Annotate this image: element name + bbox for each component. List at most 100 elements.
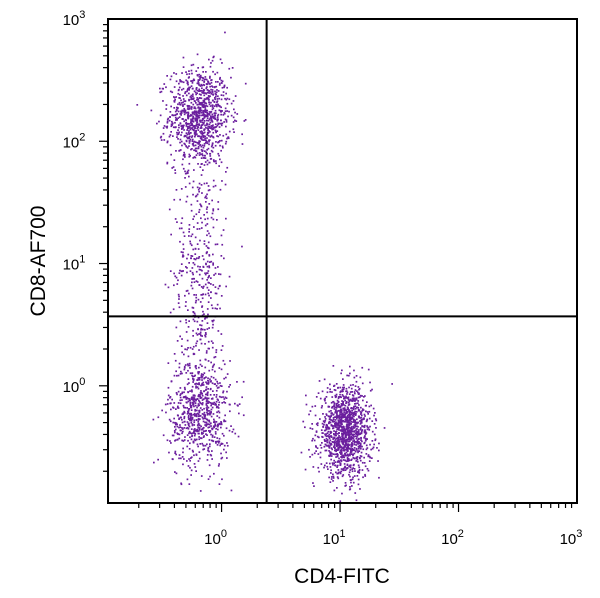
data-point (346, 467, 349, 469)
data-point (351, 391, 353, 393)
data-point (217, 140, 220, 143)
data-point (334, 423, 337, 425)
data-point (214, 425, 216, 427)
data-point (189, 346, 192, 349)
data-point (195, 125, 197, 127)
data-point (174, 421, 176, 424)
data-point (197, 372, 200, 374)
data-point (184, 172, 187, 175)
data-point (340, 417, 343, 420)
x-tick-label: 102 (441, 528, 464, 548)
data-point (356, 436, 358, 438)
data-point (344, 413, 346, 416)
data-point (206, 260, 209, 263)
data-point (361, 408, 364, 410)
data-point (208, 203, 211, 205)
data-point (224, 183, 227, 186)
data-point (344, 459, 346, 462)
data-point (315, 396, 318, 398)
data-point (203, 101, 205, 103)
data-point (190, 96, 193, 99)
data-point (179, 335, 181, 338)
data-point (188, 228, 191, 230)
data-point (212, 218, 215, 221)
data-point (211, 115, 214, 118)
data-point (209, 91, 212, 93)
data-point (206, 152, 208, 155)
data-point (168, 119, 171, 122)
data-point (205, 111, 207, 114)
data-point (196, 398, 199, 400)
data-point (181, 372, 183, 375)
data-point (212, 376, 215, 379)
data-point (356, 422, 358, 425)
data-point (346, 424, 349, 427)
data-point (196, 74, 199, 77)
data-point (182, 447, 184, 450)
data-point (354, 470, 356, 472)
data-point (215, 440, 217, 443)
data-point (212, 136, 214, 138)
data-point (182, 81, 185, 84)
data-point (242, 380, 245, 383)
data-point (223, 86, 225, 89)
data-point (346, 428, 348, 431)
data-point (184, 436, 186, 438)
data-point (211, 458, 213, 460)
data-point (182, 231, 185, 234)
data-point (345, 410, 348, 413)
data-point (366, 411, 369, 413)
data-point (220, 396, 223, 399)
data-point (349, 422, 351, 424)
data-point (339, 413, 341, 416)
data-point (340, 452, 342, 455)
data-point (196, 121, 199, 124)
data-point (347, 408, 350, 411)
data-point (208, 450, 210, 453)
data-point (188, 458, 190, 460)
data-point (224, 420, 227, 423)
data-point (368, 460, 371, 462)
data-point (200, 153, 202, 156)
data-point (354, 392, 356, 395)
data-point (334, 419, 337, 421)
data-point (211, 91, 214, 93)
data-point (218, 386, 220, 389)
data-point (199, 110, 202, 112)
data-point (198, 457, 201, 460)
data-point (362, 448, 365, 451)
data-point (197, 412, 199, 415)
data-point (207, 340, 210, 343)
data-point (364, 433, 367, 435)
data-point (197, 417, 200, 420)
data-point (351, 443, 354, 445)
data-point (174, 439, 177, 441)
data-point (342, 378, 344, 380)
data-point (214, 307, 217, 310)
data-point (348, 386, 350, 389)
data-point (189, 436, 191, 439)
data-point (193, 281, 196, 283)
data-point (344, 399, 346, 402)
data-point (208, 103, 211, 106)
data-point (348, 435, 350, 438)
data-point (192, 402, 195, 405)
data-point (363, 441, 366, 444)
data-point (332, 418, 335, 421)
data-point (342, 436, 344, 439)
data-point (223, 444, 226, 447)
data-point (220, 98, 223, 101)
data-point (346, 419, 349, 421)
x-axis-tick-labels: 100 101 102 103 (204, 528, 582, 548)
data-point (177, 110, 180, 113)
data-point (232, 128, 235, 131)
data-point (345, 417, 347, 419)
data-point (181, 439, 183, 442)
data-point (207, 446, 210, 449)
data-point (202, 448, 204, 451)
data-point (186, 108, 189, 110)
data-point (215, 427, 217, 430)
data-point (358, 388, 360, 391)
data-point (199, 131, 201, 133)
data-point (213, 126, 216, 129)
